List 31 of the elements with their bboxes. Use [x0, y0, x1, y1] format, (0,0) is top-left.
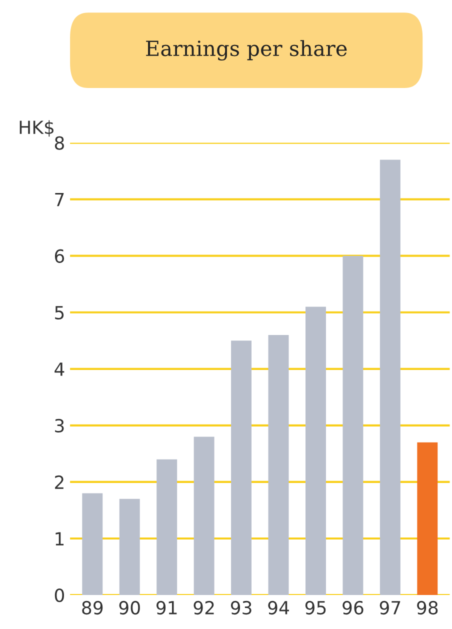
- y-tick-label: 2: [55, 475, 64, 489]
- y-axis-title: HK$: [20, 120, 54, 137]
- bar: [82, 493, 103, 596]
- bar: [417, 442, 438, 596]
- x-tick-label: 94: [268, 600, 289, 615]
- x-tick-label: 92: [194, 600, 214, 615]
- y-tick-label: 5: [55, 306, 64, 320]
- x-tick-label: 93: [230, 600, 252, 615]
- y-tick-label: 6: [54, 249, 64, 263]
- bar: [306, 306, 326, 596]
- x-tick-label: 97: [380, 600, 400, 615]
- bar: [156, 459, 178, 596]
- x-tick-label: 98: [417, 600, 438, 615]
- bar: [342, 256, 364, 596]
- y-tick-label: 7: [55, 193, 64, 206]
- x-tick-label: 89: [82, 600, 103, 615]
- x-tick-label: 96: [342, 600, 364, 615]
- bar: [119, 498, 140, 596]
- chart-title: Earnings per share: [146, 40, 347, 61]
- y-tick-label: 3: [55, 418, 64, 433]
- x-tick-label: 91: [156, 600, 177, 615]
- y-tick-label: 0: [54, 588, 64, 602]
- bar: [380, 160, 400, 596]
- x-tick-label: 90: [119, 600, 140, 615]
- bar: [194, 436, 214, 596]
- bar: [231, 340, 252, 596]
- y-tick-label: 8: [54, 136, 64, 150]
- y-tick-label: 4: [54, 362, 64, 376]
- x-tick-label: 95: [305, 600, 326, 615]
- y-tick-label: 1: [56, 532, 64, 546]
- bar: [268, 334, 289, 596]
